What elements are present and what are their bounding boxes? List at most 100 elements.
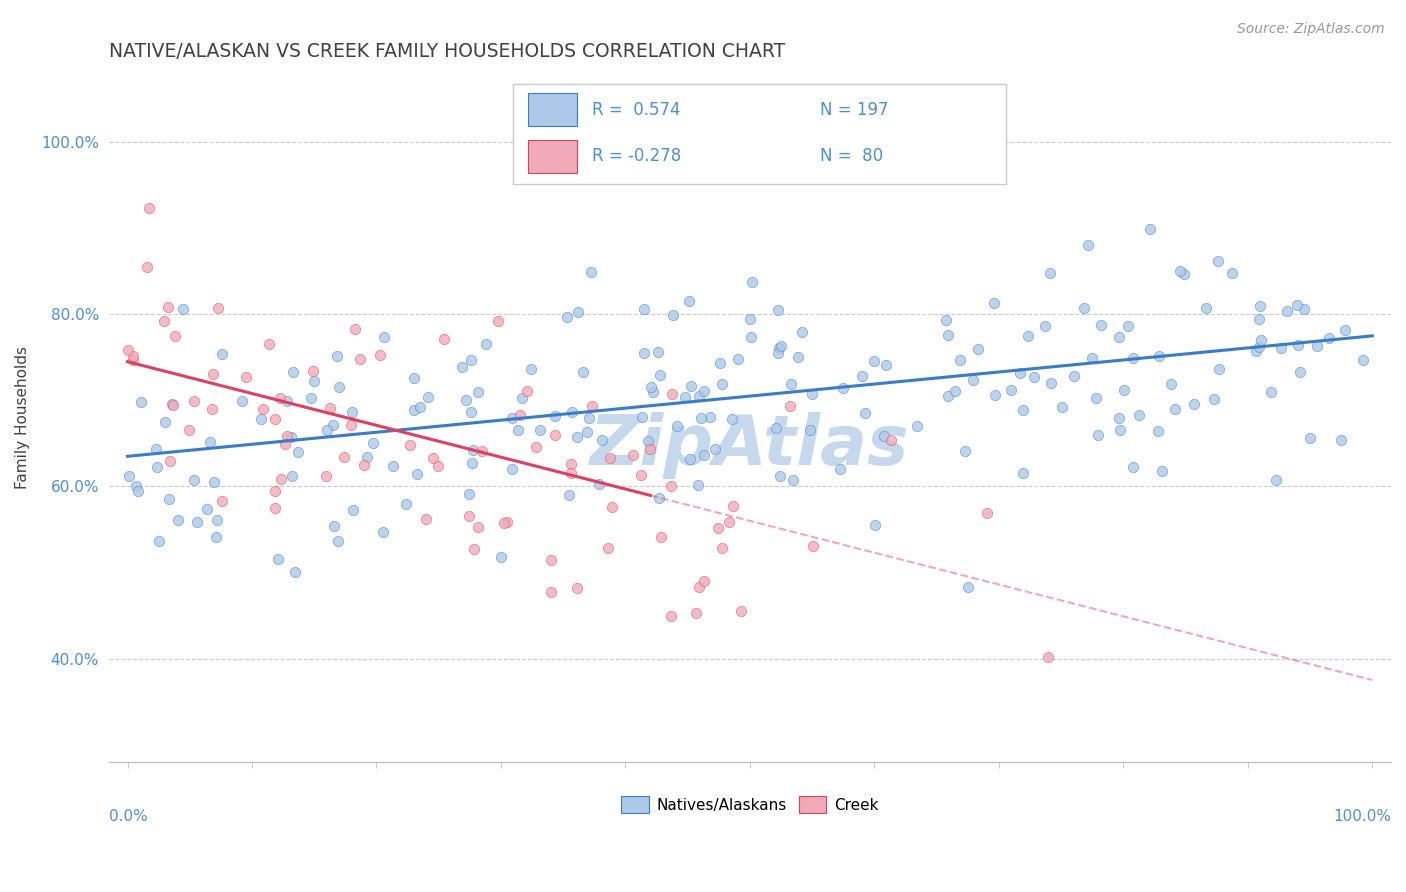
Point xyxy=(540,553,562,567)
Point xyxy=(269,392,291,406)
Point xyxy=(769,339,792,353)
Point xyxy=(235,370,257,384)
Point xyxy=(779,377,801,392)
Point xyxy=(252,402,274,417)
Point xyxy=(146,459,169,474)
Point xyxy=(678,294,700,309)
Point xyxy=(704,442,727,456)
Text: 0.0%: 0.0% xyxy=(108,808,148,823)
Point xyxy=(274,436,297,450)
Point xyxy=(661,386,683,401)
Point xyxy=(661,609,683,624)
Point xyxy=(1334,323,1357,337)
Point xyxy=(1220,266,1243,280)
Point xyxy=(195,502,218,516)
Point xyxy=(302,364,325,378)
Point xyxy=(976,506,998,520)
Point xyxy=(851,368,873,383)
Point xyxy=(1317,331,1340,345)
Point xyxy=(1063,368,1085,383)
Point xyxy=(935,313,957,327)
Point xyxy=(633,346,655,360)
Point xyxy=(936,327,959,342)
Point xyxy=(1168,264,1191,278)
Point xyxy=(768,341,790,355)
Point xyxy=(1050,401,1073,415)
Point xyxy=(302,374,325,388)
Legend: Natives/Alaskans, Creek: Natives/Alaskans, Creek xyxy=(616,789,884,820)
Point xyxy=(768,302,790,317)
Point xyxy=(685,606,707,620)
Point xyxy=(1017,328,1039,343)
Point xyxy=(1000,384,1022,398)
Point xyxy=(1270,341,1292,355)
Point xyxy=(395,497,418,511)
Point xyxy=(156,300,179,314)
Point xyxy=(276,429,298,443)
Point xyxy=(1112,383,1135,397)
Point xyxy=(567,305,589,319)
Point xyxy=(863,353,886,368)
Point xyxy=(322,418,344,433)
Point xyxy=(966,342,988,356)
Point xyxy=(769,468,792,483)
Point xyxy=(461,442,484,457)
Point xyxy=(943,384,966,398)
Point xyxy=(598,541,620,555)
Point xyxy=(1038,650,1060,665)
Point xyxy=(1208,362,1230,376)
Point xyxy=(1299,431,1322,445)
Point xyxy=(830,462,852,476)
Point xyxy=(433,333,456,347)
Point xyxy=(287,444,309,458)
Point xyxy=(1288,338,1310,352)
Point xyxy=(873,429,896,443)
Point xyxy=(659,479,682,493)
Point xyxy=(122,352,145,367)
Point xyxy=(177,423,200,437)
Point xyxy=(415,512,437,526)
Point xyxy=(1249,340,1271,354)
Point xyxy=(340,404,363,418)
Point xyxy=(205,530,228,544)
Point xyxy=(576,425,599,439)
Point xyxy=(1150,464,1173,478)
Point xyxy=(398,438,420,452)
Point xyxy=(529,423,551,437)
Point xyxy=(600,500,623,514)
Point xyxy=(1206,254,1229,268)
Point xyxy=(666,419,689,434)
Point xyxy=(467,385,489,400)
Point xyxy=(983,295,1005,310)
Point xyxy=(599,450,621,465)
Point xyxy=(949,353,972,368)
Point xyxy=(1039,266,1062,280)
Point xyxy=(155,415,177,429)
Point xyxy=(284,565,307,579)
Point xyxy=(404,402,426,417)
Point xyxy=(1108,330,1130,344)
Point xyxy=(342,503,364,517)
Point xyxy=(782,473,804,487)
Point xyxy=(339,417,361,432)
Point xyxy=(956,581,979,595)
Point xyxy=(741,275,763,289)
Point xyxy=(711,541,734,555)
Point xyxy=(159,492,181,507)
Point xyxy=(1160,376,1182,391)
FancyBboxPatch shape xyxy=(513,84,1007,184)
Point xyxy=(581,399,603,413)
Point xyxy=(1173,267,1195,281)
Point xyxy=(117,343,139,357)
Text: ZipAtlas: ZipAtlas xyxy=(591,411,910,479)
Point xyxy=(148,534,170,549)
Point xyxy=(707,521,730,535)
Point xyxy=(1289,365,1312,379)
Text: R = -0.278: R = -0.278 xyxy=(592,147,682,165)
Point xyxy=(231,394,253,409)
Text: N =  80: N = 80 xyxy=(821,147,883,165)
Point xyxy=(558,487,581,501)
Point xyxy=(183,394,205,409)
Point xyxy=(516,384,538,399)
Point xyxy=(422,451,444,466)
